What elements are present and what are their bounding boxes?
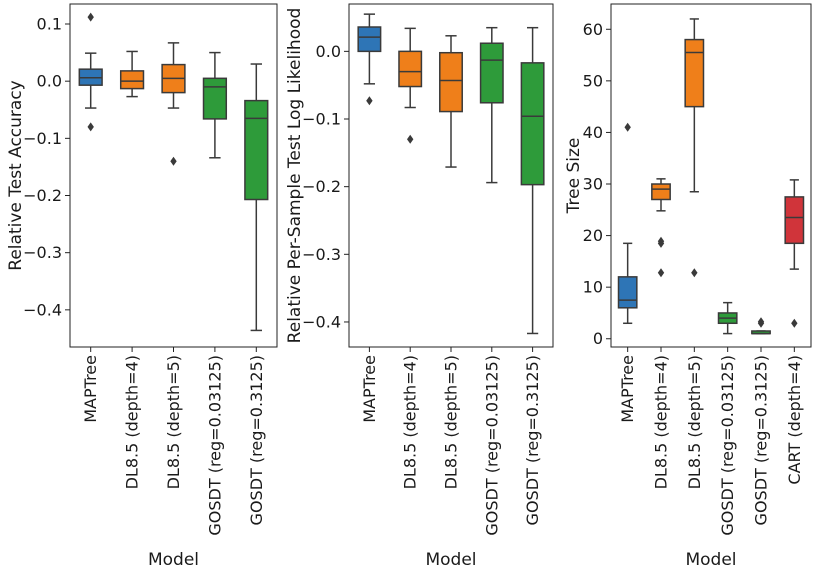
- outlier-marker: [407, 134, 414, 144]
- y-tick-label: −0.4: [302, 312, 341, 331]
- iqr-box: [357, 26, 382, 53]
- outlier-marker: [87, 122, 94, 132]
- y-axis-label: Tree Size: [564, 138, 584, 215]
- x-tick-label: CART (depth=4): [785, 355, 804, 485]
- box-1: [78, 12, 103, 132]
- y-tick-label: 50: [583, 71, 603, 90]
- y-tick-label: −0.3: [302, 245, 341, 264]
- y-tick-label: 0.1: [37, 15, 62, 34]
- x-tick-label: DL8.5 (depth=4): [652, 355, 671, 489]
- iqr-box: [398, 50, 423, 88]
- y-tick-label: −0.4: [23, 300, 62, 319]
- y-tick-label: 0.0: [316, 42, 341, 61]
- iqr-box: [520, 62, 545, 186]
- box-5: [244, 63, 269, 332]
- y-axis-label: Relative Test Accuracy: [6, 80, 26, 270]
- box-1: [357, 13, 382, 106]
- iqr-box: [244, 99, 269, 201]
- box-2: [119, 50, 145, 98]
- y-tick-label: −0.3: [23, 243, 62, 262]
- outlier-marker: [657, 236, 665, 246]
- box-2: [398, 27, 423, 144]
- outlier-marker: [170, 156, 177, 166]
- iqr-box: [684, 38, 705, 108]
- x-axis-label: Model: [425, 550, 476, 567]
- x-tick-label: DL8.5 (depth=5): [442, 355, 461, 489]
- iqr-box: [439, 51, 463, 113]
- y-tick-label: −0.1: [302, 110, 341, 129]
- box-5: [751, 317, 771, 335]
- iqr-box: [784, 196, 805, 245]
- iqr-box: [479, 42, 504, 104]
- outlier-marker: [691, 268, 698, 278]
- x-axis-label: Model: [685, 550, 736, 567]
- iqr-box: [202, 77, 228, 120]
- box-3: [161, 42, 186, 166]
- x-tick-label: DL8.5 (depth=5): [685, 355, 704, 489]
- x-tick-label: GOSDT (reg=0.03125): [718, 355, 737, 536]
- x-tick-label: DL8.5 (depth=4): [401, 355, 420, 489]
- x-tick-label: GOSDT (reg=0.03125): [482, 355, 501, 536]
- outlier-marker: [657, 268, 665, 278]
- y-tick-label: 0.0: [37, 72, 62, 91]
- outlier-marker: [624, 122, 631, 132]
- x-tick-label: MAPTree: [360, 355, 379, 423]
- panel-tree-size: 0 10 20 30 40 50 60 Tree Size Model MAPTree DL8.5 …: [564, 3, 812, 567]
- box-4: [479, 26, 504, 184]
- outlier-marker: [87, 12, 94, 22]
- x-tick-label: GOSDT (reg=0.3125): [247, 355, 266, 525]
- x-tick-label: MAPTree: [618, 355, 637, 423]
- y-tick-label: −0.1: [23, 129, 62, 148]
- y-tick-label: −0.2: [23, 186, 62, 205]
- outlier-marker: [366, 96, 373, 106]
- y-tick-label: 0: [593, 329, 603, 348]
- x-tick-label: GOSDT (reg=0.3125): [523, 355, 542, 525]
- y-tick-label: 20: [583, 226, 603, 245]
- box-4: [717, 301, 738, 335]
- box-4: [202, 51, 228, 159]
- plot-frame: [610, 3, 812, 348]
- box-5: [520, 26, 545, 335]
- y-axis-label: Relative Per-Sample Test Log Likelihood: [285, 8, 305, 344]
- iqr-box: [617, 276, 638, 309]
- x-axis-label: Model: [148, 550, 199, 567]
- outlier-marker: [791, 318, 798, 328]
- x-tick-label: DL8.5 (depth=5): [164, 355, 183, 489]
- y-tick-label: −0.2: [302, 177, 341, 196]
- iqr-box: [651, 183, 671, 201]
- panel-relative-test-accuracy: 0.1 0.0 −0.1 −0.2 −0.3 −0.4 Relative Test Accu…: [6, 3, 278, 567]
- x-tick-label: DL8.5 (depth=4): [123, 355, 142, 489]
- y-tick-label: 30: [583, 175, 603, 194]
- x-tick-label: GOSDT (reg=0.03125): [205, 355, 224, 536]
- box-3: [439, 35, 463, 168]
- box-2: [651, 178, 671, 278]
- y-tick-label: 40: [583, 123, 603, 142]
- iqr-box: [119, 70, 145, 90]
- x-tick-label: GOSDT (reg=0.3125): [752, 355, 771, 525]
- x-tick-label: MAPTree: [81, 355, 100, 423]
- outlier-marker: [757, 317, 765, 327]
- box-1: [617, 122, 638, 325]
- box-3: [684, 18, 705, 278]
- box-6: [784, 179, 805, 328]
- y-tick-label: 10: [583, 278, 603, 297]
- y-tick-label: 60: [583, 20, 603, 39]
